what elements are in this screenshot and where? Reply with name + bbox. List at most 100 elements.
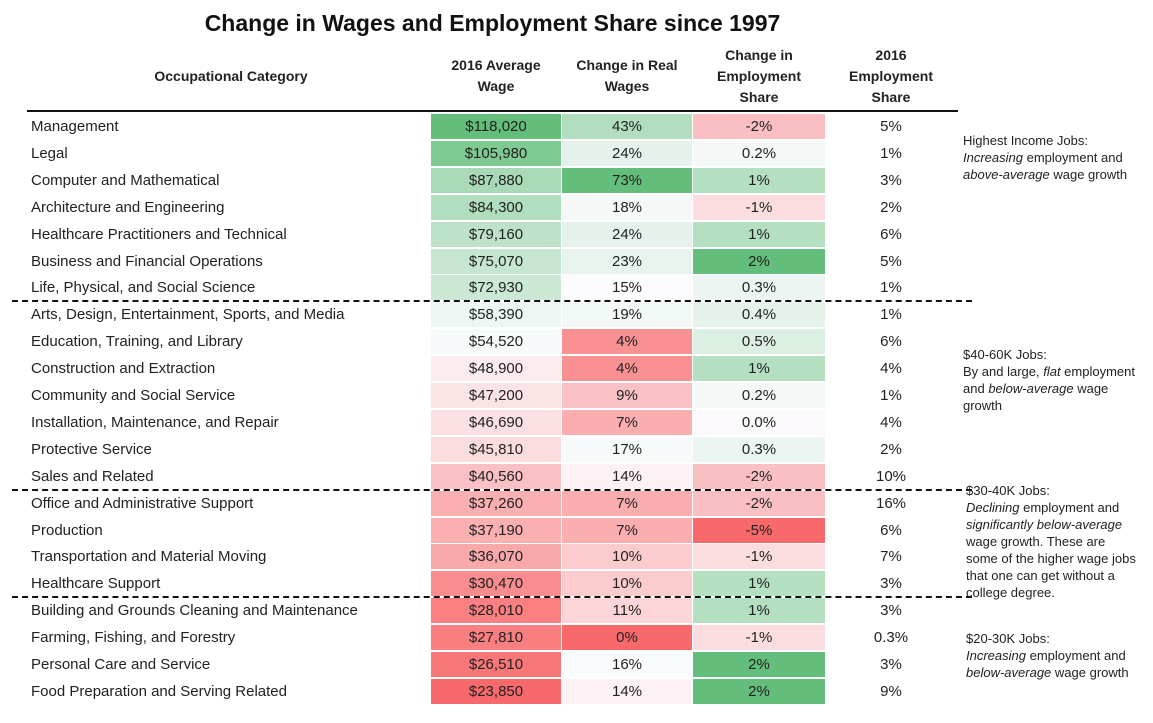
wage-cell: $37,190 <box>431 517 561 543</box>
note-text: $40-60K Jobs: <box>963 347 1047 362</box>
column-header-employment-change: Change in Employment Share <box>693 44 825 108</box>
note-text: flat <box>1043 364 1061 379</box>
employment-share-cell: 7% <box>880 548 902 566</box>
real-wage-change-cell: 7% <box>562 490 692 516</box>
category-cell: Healthcare Support <box>31 575 161 593</box>
employment-share-cell: 1% <box>880 387 902 404</box>
wage-cell: $45,810 <box>431 436 561 462</box>
category-cell: Life, Physical, and Social Science <box>31 279 256 297</box>
wage-cell: $54,520 <box>431 329 561 355</box>
wage-cell: $58,390 <box>431 302 561 328</box>
table-row: Construction and Extraction $48,900 4% 1% 4% <box>27 355 959 382</box>
category-cell: Healthcare Practitioners and Technical <box>31 225 287 243</box>
column-header-wage-label: 2016 Average Wage <box>451 57 541 94</box>
note-text: significantly below-average <box>966 517 1123 532</box>
employment-share-cell: 3% <box>880 575 902 593</box>
real-wage-change-cell: 4% <box>562 356 692 382</box>
table-row: Transportation and Material Moving $36,07… <box>27 543 959 570</box>
category-cell: Computer and Mathematical <box>31 171 220 189</box>
employment-share-cell: 2% <box>880 198 902 216</box>
category-cell: Management <box>31 118 119 135</box>
employment-change-cell: -1% <box>693 625 825 651</box>
wage-cell: $47,200 <box>431 383 561 408</box>
employment-change-cell: 1% <box>693 598 825 624</box>
category-cell: Legal <box>31 144 68 162</box>
wage-cell: $28,010 <box>431 598 561 624</box>
real-wage-change-cell: 23% <box>562 248 692 274</box>
note-text: above-average <box>963 167 1050 182</box>
wage-cell: $79,160 <box>431 221 561 247</box>
real-wage-change-cell: 0% <box>562 625 692 651</box>
note-text: employment and <box>1025 648 1126 663</box>
note-text: employment and <box>1022 150 1123 165</box>
employment-share-cell: 10% <box>875 467 907 485</box>
real-wage-change-cell: 43% <box>562 114 692 139</box>
employment-change-cell: -2% <box>693 490 825 516</box>
table-row: Management $118,020 43% -2% 5% <box>27 113 959 140</box>
table-row: Building and Grounds Cleaning and Mainte… <box>27 597 959 624</box>
employment-change-cell: 0.3% <box>693 275 825 301</box>
category-cell: Architecture and Engineering <box>31 198 225 216</box>
note-text: below-average <box>966 665 1052 680</box>
employment-change-cell: 1% <box>693 571 825 597</box>
employment-share-cell: 6% <box>880 225 902 243</box>
table-row: Food Preparation and Serving Related $23,… <box>27 678 959 705</box>
table-row: Protective Service $45,810 17% 0.3% 2% <box>27 436 959 463</box>
employment-change-cell: 0.2% <box>693 140 825 166</box>
wage-cell: $37,260 <box>431 490 561 516</box>
employment-change-cell: 1% <box>693 167 825 193</box>
wage-cell: $48,900 <box>431 356 561 382</box>
wage-cell: $87,880 <box>431 167 561 193</box>
employment-share-cell: 1% <box>880 279 902 297</box>
real-wage-change-cell: 11% <box>562 598 692 624</box>
table-row: Computer and Mathematical $87,880 73% 1% 3% <box>27 167 959 194</box>
group-divider <box>12 596 972 599</box>
real-wage-change-cell: 4% <box>562 329 692 355</box>
note-text: Highest Income Jobs: <box>963 133 1089 148</box>
real-wage-change-cell: 18% <box>562 194 692 220</box>
employment-share-cell: 3% <box>880 656 902 673</box>
group-divider <box>12 300 972 303</box>
table-row: Education, Training, and Library $54,520 4… <box>27 328 959 355</box>
table-row: Production $37,190 7% -5% 6% <box>27 517 959 544</box>
employment-share-cell: 9% <box>880 682 902 700</box>
column-header-real-wages-label: Change in Real Wages <box>576 57 678 94</box>
real-wage-change-cell: 17% <box>562 436 692 462</box>
real-wage-change-cell: 7% <box>562 409 692 435</box>
category-cell: Farming, Fishing, and Forestry <box>31 629 236 647</box>
table-row: Arts, Design, Entertainment, Sports, and… <box>27 301 959 328</box>
note-text: Increasing <box>963 150 1023 165</box>
category-cell: Installation, Maintenance, and Repair <box>31 413 279 431</box>
real-wage-change-cell: 14% <box>562 463 692 489</box>
wage-cell: $26,510 <box>431 652 561 677</box>
real-wage-change-cell: 19% <box>562 302 692 328</box>
employment-share-cell: 1% <box>880 144 902 162</box>
wage-cell: $36,070 <box>431 544 561 570</box>
employment-share-cell: 1% <box>880 306 902 324</box>
real-wage-change-cell: 16% <box>562 652 692 677</box>
employment-change-cell: 0.5% <box>693 329 825 355</box>
category-cell: Office and Administrative Support <box>31 494 254 512</box>
employment-share-cell: 2% <box>880 440 902 458</box>
real-wage-change-cell: 24% <box>562 140 692 166</box>
note-text: wage growth. These are some of the highe… <box>966 534 1136 600</box>
chart-title: Change in Wages and Employment Share sin… <box>204 10 781 36</box>
employment-share-cell: 6% <box>880 521 902 539</box>
note-text: Increasing <box>966 648 1026 663</box>
category-cell: Sales and Related <box>31 467 154 485</box>
note-text: below-average <box>988 381 1074 396</box>
employment-change-cell: 1% <box>693 221 825 247</box>
wage-cell: $118,020 <box>431 114 561 139</box>
employment-share-cell: 5% <box>880 252 902 270</box>
table-row: Healthcare Practitioners and Technical $7… <box>27 221 959 248</box>
real-wage-change-cell: 24% <box>562 221 692 247</box>
column-header-employment-change-label: Change in Employment Share <box>716 46 801 105</box>
category-cell: Community and Social Service <box>31 387 236 404</box>
column-header-wage: 2016 Average Wage <box>431 44 561 108</box>
employment-change-cell: -2% <box>693 463 825 489</box>
category-cell: Food Preparation and Serving Related <box>31 682 287 700</box>
employment-share-cell: 0.3% <box>873 629 909 647</box>
employment-change-cell: -1% <box>693 544 825 570</box>
real-wage-change-cell: 15% <box>562 275 692 301</box>
employment-change-cell: 1% <box>693 356 825 382</box>
